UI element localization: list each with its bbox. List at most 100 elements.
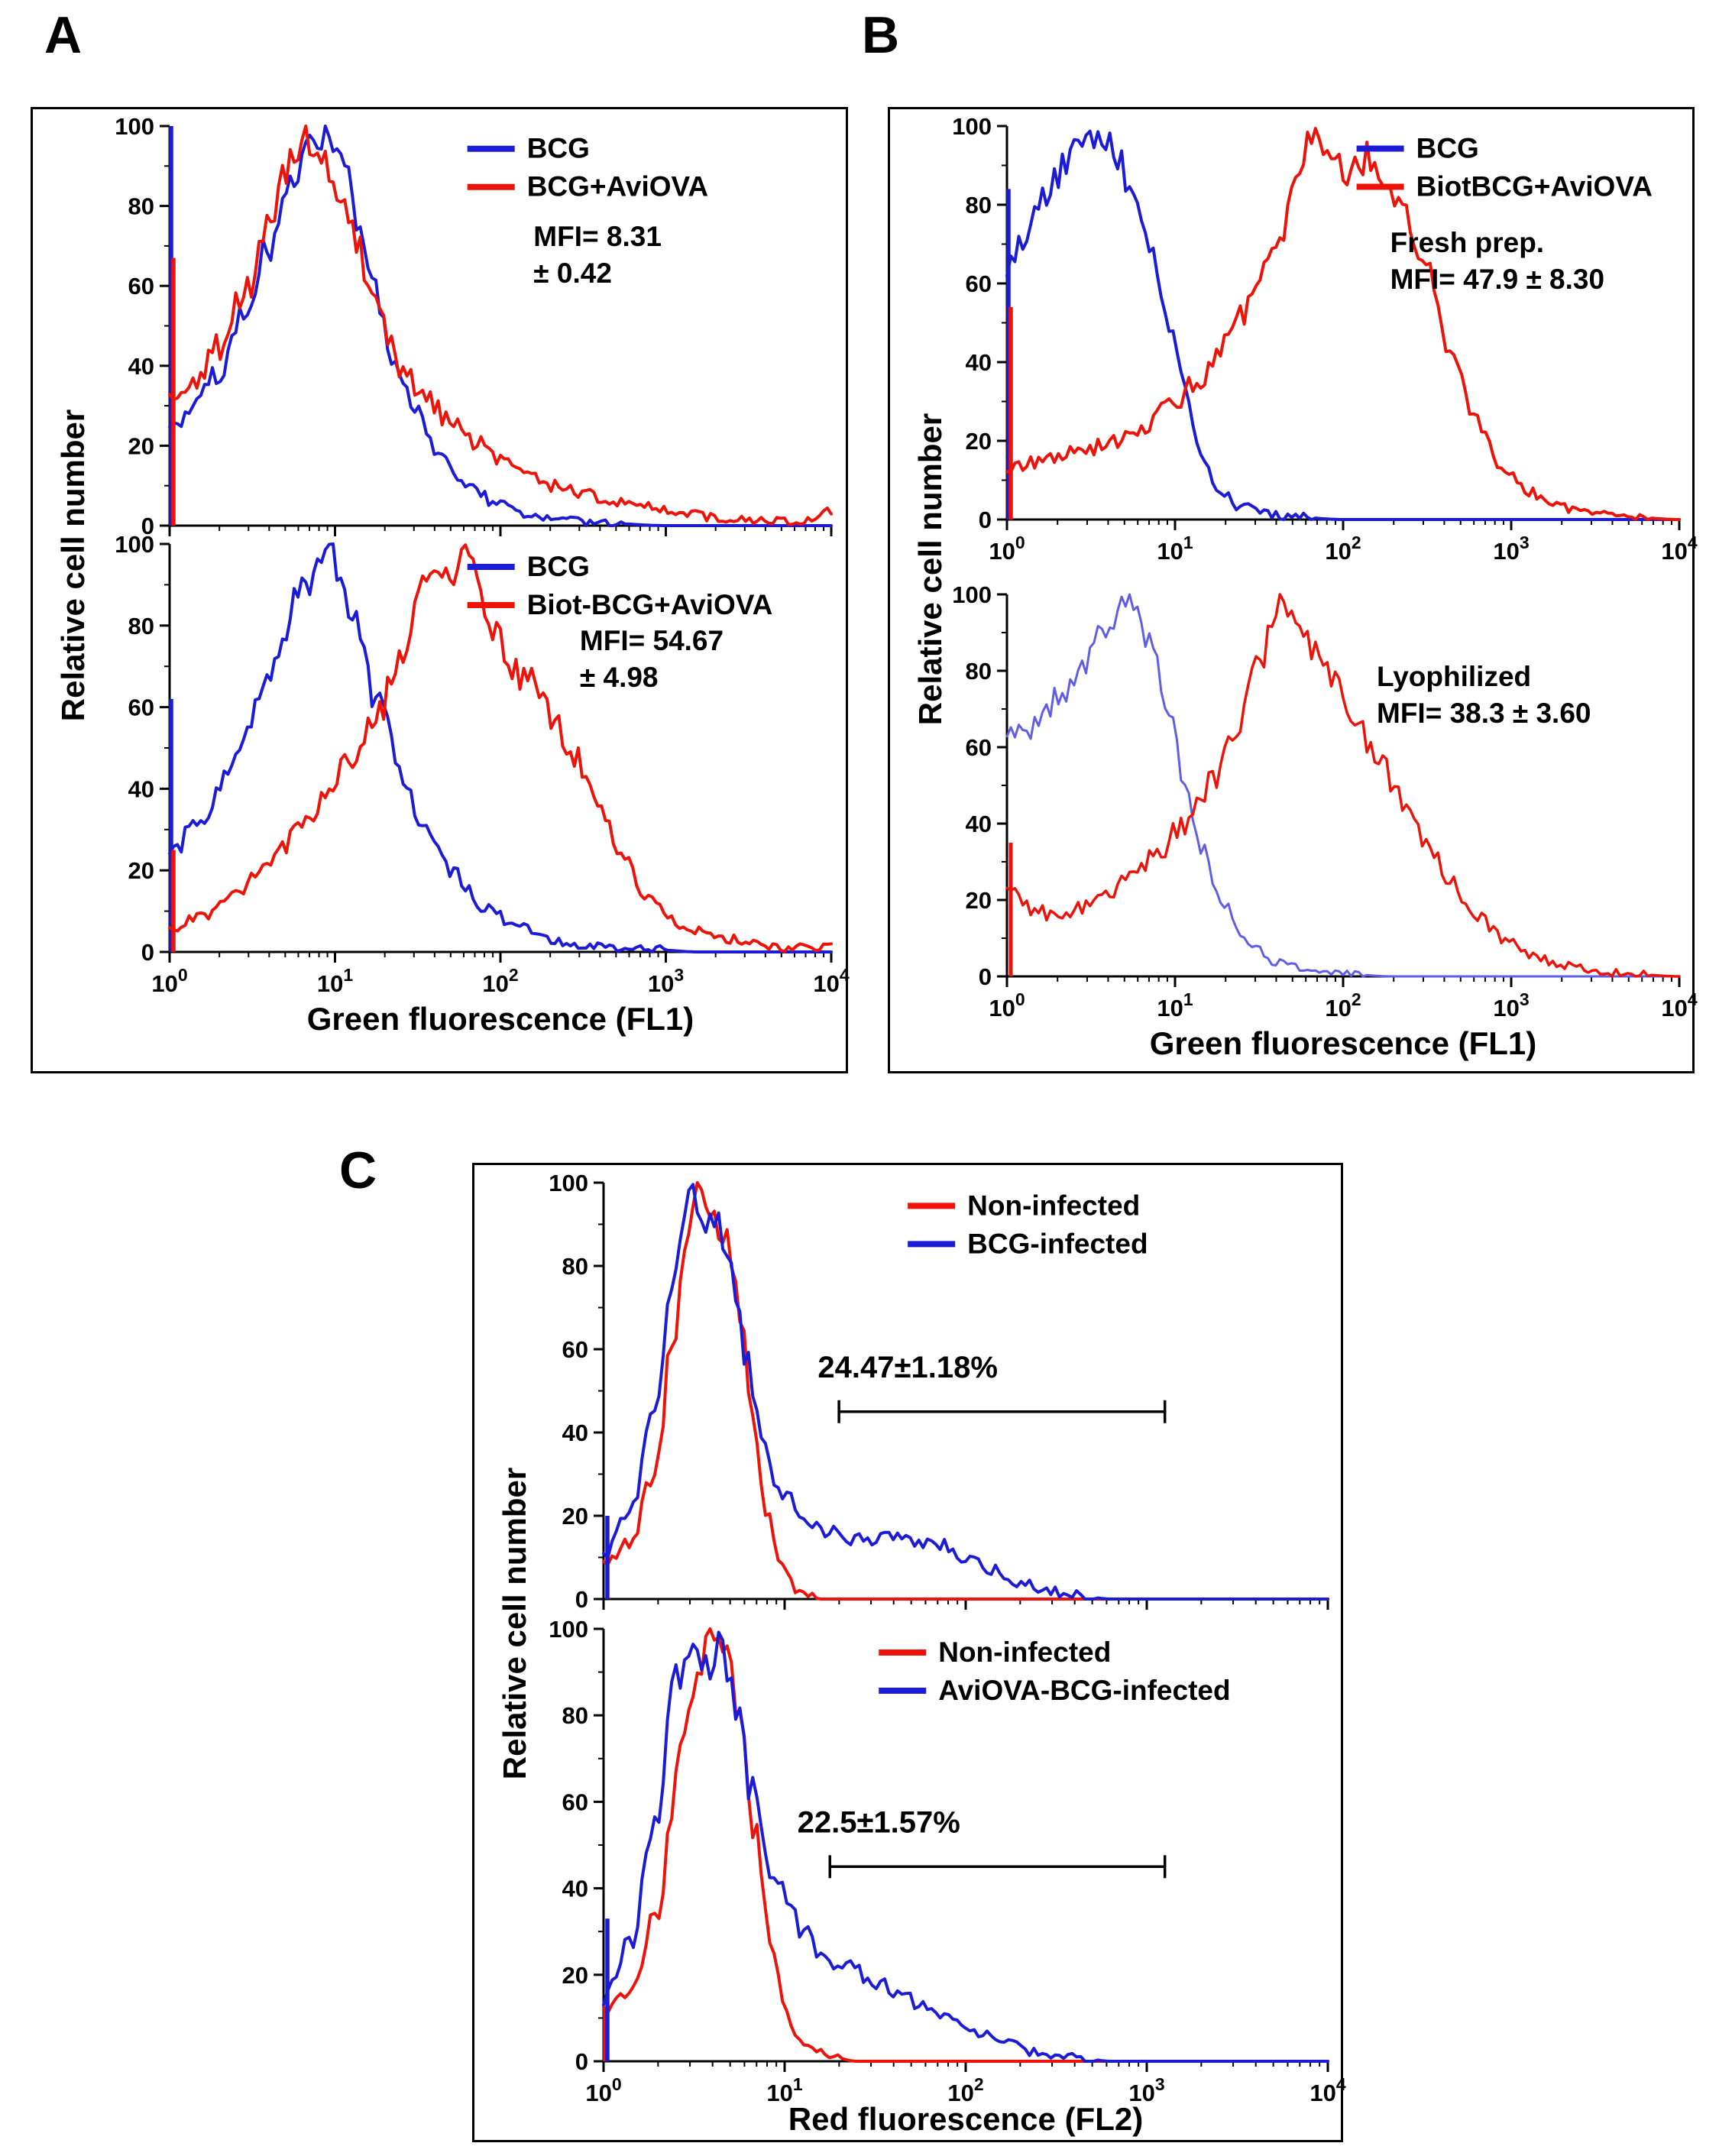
svg-text:100: 100 [989, 989, 1025, 1021]
svg-text:0: 0 [979, 507, 992, 533]
svg-text:102: 102 [947, 2074, 983, 2106]
svg-text:MFI= 54.67: MFI= 54.67 [580, 625, 724, 656]
histogram-b-top: 0 20 40 60 80 100 100 101 102 103 104 BCG BiotBCG+Av… [952, 113, 1698, 565]
panel-a-label: A [44, 6, 83, 64]
svg-text:80: 80 [562, 1702, 588, 1729]
svg-text:104: 104 [1661, 989, 1697, 1021]
svg-text:100: 100 [585, 2074, 621, 2106]
svg-text:20: 20 [128, 857, 154, 884]
svg-text:0: 0 [141, 939, 154, 966]
svg-text:60: 60 [128, 273, 154, 299]
panel-b-y-axis-title: Relative cell number [912, 413, 948, 726]
svg-text:BCG-infected: BCG-infected [967, 1228, 1148, 1259]
B2-svg: 0 20 40 60 80 100 100 101 102 103 104 Lyophilized MF… [952, 581, 1698, 1021]
svg-text:BCG+AviOVA: BCG+AviOVA [527, 171, 708, 202]
svg-text:20: 20 [562, 1962, 588, 1989]
svg-text:BCG: BCG [527, 133, 590, 164]
svg-text:60: 60 [562, 1789, 588, 1815]
svg-text:100: 100 [115, 113, 154, 140]
svg-text:100: 100 [989, 533, 1025, 565]
histogram-a-bottom: 0 20 40 60 80 100 100 101 102 103 104 BCG Biot-BCG+A… [115, 531, 850, 997]
histogram-b-bottom: 0 20 40 60 80 100 100 101 102 103 104 Lyophilized MF… [952, 581, 1698, 1021]
panel-c-box [472, 1163, 1343, 2142]
svg-text:100: 100 [151, 965, 187, 997]
svg-text:40: 40 [562, 1420, 588, 1446]
svg-text:40: 40 [562, 1876, 588, 1902]
svg-text:BCG: BCG [527, 551, 590, 582]
A2-svg: 0 20 40 60 80 100 100 101 102 103 104 BCG Biot-BCG+A… [115, 531, 850, 997]
svg-text:100: 100 [549, 1616, 588, 1643]
panel-b-box [888, 107, 1695, 1073]
svg-text:40: 40 [966, 811, 992, 837]
svg-text:BCG: BCG [1416, 132, 1479, 163]
svg-text:100: 100 [115, 531, 154, 558]
svg-text:101: 101 [766, 2074, 802, 2106]
svg-text:0: 0 [979, 963, 992, 990]
svg-text:102: 102 [1325, 989, 1361, 1021]
svg-text:MFI= 47.9 ± 8.30: MFI= 47.9 ± 8.30 [1390, 264, 1604, 295]
svg-text:22.5±1.57%: 22.5±1.57% [798, 1805, 960, 1839]
panel-b-label: B [862, 6, 900, 64]
panel-b-x-axis-title: Green fluorescence (FL1) [1149, 1025, 1537, 1061]
svg-text:101: 101 [317, 965, 353, 997]
svg-text:20: 20 [562, 1503, 588, 1530]
panel-a-box [31, 107, 848, 1073]
C2-svg: 0 20 40 60 80 100 100 101 102 103 104 Non-infected A… [549, 1616, 1346, 2106]
histogram-c-top: 0 20 40 60 80 100 Non-infected BCG-infected 24.4… [549, 1170, 1329, 1613]
svg-text:24.47±1.18%: 24.47±1.18% [817, 1351, 997, 1384]
panel-c-y-axis-title: Relative cell number [497, 1467, 533, 1780]
svg-text:40: 40 [128, 353, 154, 380]
svg-text:100: 100 [952, 113, 992, 140]
svg-text:AviOVA-BCG-infected: AviOVA-BCG-infected [938, 1675, 1230, 1706]
svg-text:104: 104 [1309, 2074, 1345, 2106]
panel-c-label: C [339, 1141, 377, 1199]
svg-text:80: 80 [128, 613, 154, 639]
B1-svg: 0 20 40 60 80 100 100 101 102 103 104 BCG BiotBCG+Av… [952, 113, 1698, 565]
svg-text:0: 0 [575, 1586, 588, 1613]
svg-text:60: 60 [966, 270, 992, 297]
histogram-a-top: 0 20 40 60 80 100 BCG BCG+AviOVA MFI= 8.31 ± 0.42 [115, 113, 833, 539]
svg-text:104: 104 [1661, 533, 1697, 565]
svg-text:Non-infected: Non-infected [967, 1190, 1140, 1221]
svg-text:100: 100 [549, 1170, 588, 1196]
A1-svg: 0 20 40 60 80 100 BCG BCG+AviOVA MFI= 8.31 ± 0.42 [115, 113, 833, 539]
svg-text:0: 0 [575, 2048, 588, 2075]
histogram-c-bottom: 0 20 40 60 80 100 100 101 102 103 104 Non-infected A… [549, 1616, 1346, 2106]
svg-text:40: 40 [966, 349, 992, 376]
svg-text:Fresh prep.: Fresh prep. [1390, 227, 1545, 258]
panel-c-x-axis-title: Red fluorescence (FL2) [788, 2101, 1144, 2137]
svg-text:101: 101 [1157, 533, 1193, 565]
svg-text:80: 80 [966, 658, 992, 685]
svg-text:102: 102 [482, 965, 518, 997]
svg-text:103: 103 [1493, 533, 1529, 565]
svg-text:60: 60 [966, 734, 992, 761]
svg-text:103: 103 [648, 965, 684, 997]
svg-text:102: 102 [1325, 533, 1361, 565]
svg-text:MFI= 38.3 ± 3.60: MFI= 38.3 ± 3.60 [1377, 698, 1591, 729]
svg-text:Non-infected: Non-infected [938, 1636, 1111, 1668]
svg-text:± 4.98: ± 4.98 [580, 662, 659, 693]
svg-text:80: 80 [562, 1253, 588, 1280]
svg-text:60: 60 [562, 1336, 588, 1363]
svg-text:101: 101 [1157, 989, 1193, 1021]
panel-a-y-axis-title: Relative cell number [55, 409, 91, 722]
svg-text:Lyophilized: Lyophilized [1377, 661, 1531, 692]
svg-text:20: 20 [966, 428, 992, 455]
svg-text:80: 80 [966, 192, 992, 219]
svg-text:104: 104 [813, 965, 849, 997]
svg-text:Biot-BCG+AviOVA: Biot-BCG+AviOVA [527, 589, 773, 620]
C1-svg: 0 20 40 60 80 100 Non-infected BCG-infected 24.4… [549, 1170, 1329, 1613]
panel-a-x-axis-title: Green fluorescence (FL1) [306, 1001, 694, 1037]
svg-text:103: 103 [1128, 2074, 1164, 2106]
svg-text:80: 80 [128, 193, 154, 220]
svg-text:40: 40 [128, 775, 154, 802]
svg-text:BiotBCG+AviOVA: BiotBCG+AviOVA [1416, 170, 1653, 202]
svg-text:MFI= 8.31: MFI= 8.31 [533, 221, 662, 252]
svg-text:60: 60 [128, 694, 154, 721]
svg-text:103: 103 [1493, 989, 1529, 1021]
svg-text:± 0.42: ± 0.42 [533, 257, 612, 289]
svg-text:20: 20 [966, 887, 992, 914]
svg-text:0: 0 [141, 513, 154, 539]
svg-text:100: 100 [952, 581, 992, 608]
